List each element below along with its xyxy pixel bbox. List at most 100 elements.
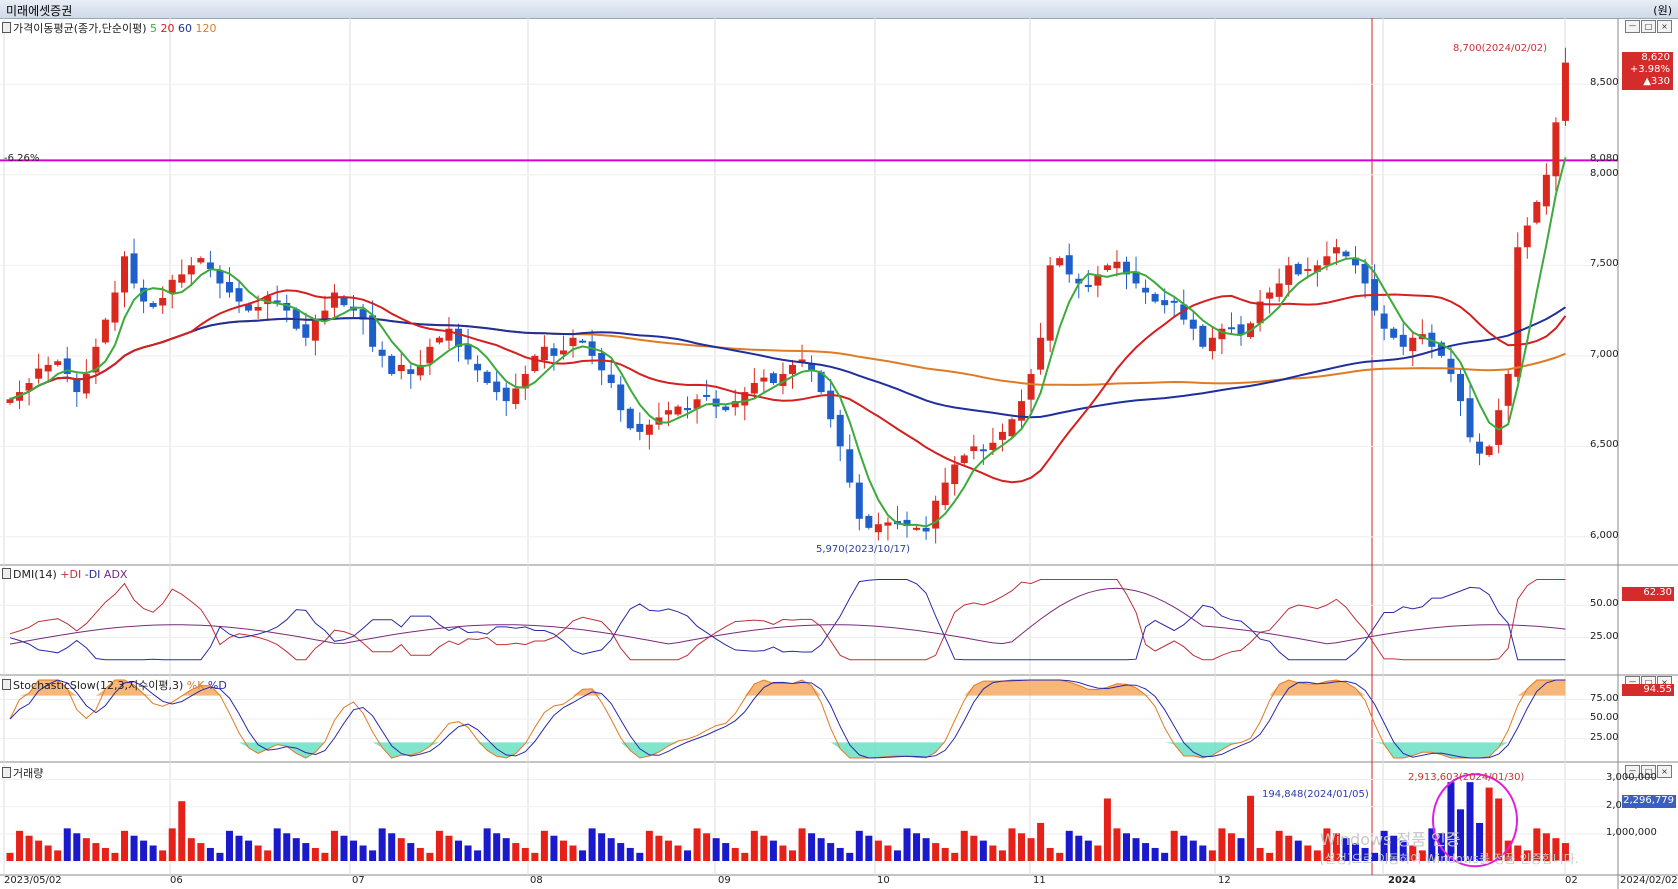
candle-body (1352, 257, 1360, 266)
pane-close-button[interactable]: × (1657, 20, 1672, 33)
candle-body (712, 398, 720, 407)
candle-body (769, 373, 777, 384)
volume-bar (16, 830, 24, 861)
volume-bar (445, 835, 453, 861)
price-pane[interactable] (6, 47, 1569, 544)
pane-toggle-icon[interactable] (2, 568, 11, 579)
candle-body (1027, 373, 1035, 400)
volume-bar (1533, 828, 1541, 861)
volume-pane[interactable] (6, 773, 1569, 868)
chart-area[interactable] (0, 18, 1678, 889)
volume-bar (1046, 847, 1054, 861)
volume-bar (159, 850, 167, 861)
candle-body (1189, 319, 1197, 329)
volume-y-tick: 3,000,000 (1606, 772, 1657, 784)
candle-body (598, 352, 606, 371)
pane-toggle-icon[interactable] (2, 767, 11, 778)
candle-body (846, 449, 854, 483)
candle-body (540, 346, 548, 361)
volume-bar (6, 852, 14, 861)
volume-bar (235, 835, 243, 861)
candle-body (63, 358, 71, 374)
volume-bar (1332, 833, 1340, 861)
candle-body (369, 315, 377, 347)
volume-bar (1208, 850, 1216, 861)
candle-body (722, 406, 730, 411)
pane-restore-button[interactable]: □ (1641, 765, 1656, 778)
dmi-pane[interactable] (9, 579, 1566, 661)
volume-y-tick: 1,000,000 (1606, 826, 1657, 838)
candle-body (855, 482, 863, 519)
candle-body (1208, 337, 1216, 352)
hline-right-label: 8,080 (1590, 153, 1619, 164)
volume-bar (474, 850, 482, 861)
volume-bar (1561, 843, 1569, 861)
candle-body (1380, 313, 1388, 329)
highlight-circle (1432, 773, 1518, 868)
volume-bar (521, 847, 529, 861)
volume-bar (1418, 850, 1426, 861)
volume-bar (140, 840, 148, 861)
pane-minimize-button[interactable]: ㅡ (1625, 765, 1640, 778)
volume-bar (82, 838, 90, 861)
volume-bar (225, 830, 233, 861)
pane-minimize-button[interactable]: ㅡ (1625, 20, 1640, 33)
candle-body (35, 368, 43, 379)
volume-bar (101, 847, 109, 861)
candle-body (941, 482, 949, 506)
candle-body (836, 414, 844, 447)
candle-body (998, 431, 1006, 440)
volume-bar (1256, 847, 1264, 861)
candle-body (531, 355, 539, 372)
x-axis-label: 02 (1565, 875, 1578, 886)
volume-bar (464, 845, 472, 861)
volume-bar (350, 840, 358, 861)
volume-bar (808, 833, 816, 861)
volume-bar (903, 828, 911, 861)
candle-body (569, 337, 577, 347)
candle-body (1237, 324, 1245, 335)
volume-bar (388, 833, 396, 861)
pane-restore-button[interactable]: □ (1641, 20, 1656, 33)
candle-body (435, 337, 443, 343)
candle-body (1361, 263, 1369, 284)
x-axis-label: 12 (1218, 875, 1231, 886)
volume-bar (1113, 828, 1121, 861)
candle-body (397, 364, 405, 372)
dmi-y-tick: 25.00 (1590, 630, 1619, 642)
volume-bar (63, 828, 71, 861)
volume-bar (340, 835, 348, 861)
stoch-pane-title: StochasticSlow(12,3,지수이평,3) %K %D (2, 677, 227, 693)
candle-body (1151, 293, 1159, 302)
candle-body (1132, 271, 1140, 284)
volume-bar (693, 828, 701, 861)
unit-label: (원) (1653, 4, 1672, 17)
candle-body (1180, 304, 1188, 320)
pane-close-button[interactable]: × (1657, 765, 1672, 778)
windows-watermark: Windows 정품 인증 (1320, 830, 1461, 849)
candle-body (922, 527, 930, 532)
candle-body (149, 303, 157, 307)
volume-bar (1084, 840, 1092, 861)
volume-bar (1180, 835, 1188, 861)
pane-toggle-icon[interactable] (2, 22, 11, 33)
candle-body (101, 319, 109, 343)
candle-body (808, 363, 816, 371)
dmi-legend-adx: ADX (103, 568, 128, 581)
pane-toggle-icon[interactable] (2, 679, 11, 690)
window-titlebar: 미래에셋증권 (원) (0, 0, 1678, 19)
volume-bar (178, 801, 186, 861)
volume-bar (741, 852, 749, 861)
candle-body (1561, 62, 1569, 121)
candle-body (703, 394, 711, 397)
volume-bar (664, 840, 672, 861)
volume-bar (206, 847, 214, 861)
window-title: 미래에셋증권 (6, 4, 73, 18)
current-price-badge: 8,620 +3.98% ▲330 (1622, 52, 1673, 90)
candle-body (6, 399, 14, 403)
candle-body (1275, 283, 1283, 297)
volume-bar (1161, 852, 1169, 861)
candle-body (25, 383, 33, 391)
stochastic-pane[interactable] (9, 679, 1566, 759)
candle-body (760, 377, 768, 382)
